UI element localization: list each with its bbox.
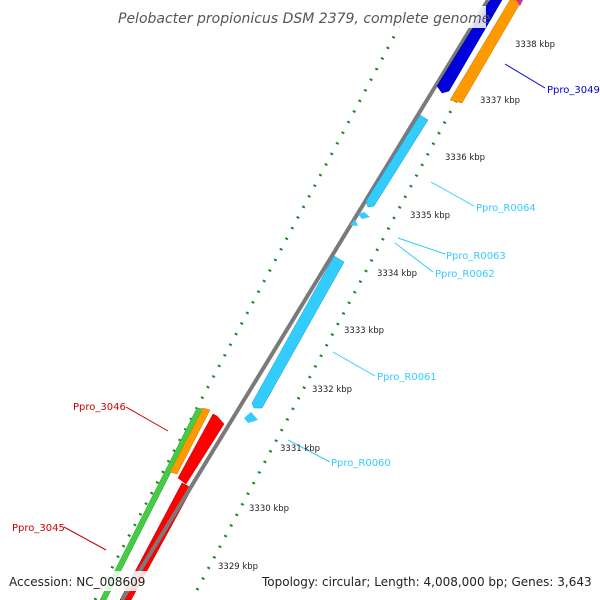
gene-label-ppro-r0064[interactable]: Ppro_R0064: [476, 203, 536, 214]
tick-label: 3336 kbp: [445, 153, 485, 163]
tick-label: 3330 kbp: [249, 504, 289, 514]
orange-feature-top: [449, 0, 523, 104]
ppro-3045-leader: [63, 526, 107, 551]
gene-ppro-3046-feature: [177, 413, 225, 485]
tick-label: 3335 kbp: [410, 211, 450, 221]
gene-ppro-r0062-feature: [350, 219, 358, 226]
accession-backing: [4, 571, 150, 591]
orange-feature-left: [169, 407, 211, 475]
accession-text: Accession: NC_008609: [9, 575, 145, 589]
ppro-r0062-leader: [394, 242, 434, 273]
gene-ppro-r0061-feature: [251, 255, 345, 409]
gene-label-ppro-3049[interactable]: Ppro_3049: [547, 85, 600, 96]
tick-label: 3337 kbp: [480, 96, 520, 106]
topology-backing: [258, 571, 598, 591]
gene-ppro-r0063-feature: [358, 212, 370, 219]
ppro-3046-leader: [125, 406, 169, 432]
outer-ruler: [195, 17, 502, 591]
gene-label-ppro-r0063[interactable]: Ppro_R0063: [446, 251, 506, 262]
title-backing: [112, 6, 486, 28]
gene-label-ppro-r0060[interactable]: Ppro_R0060: [331, 458, 391, 469]
gene-label-ppro-3046[interactable]: Ppro_3046: [73, 402, 126, 413]
ppro-r0064-leader: [430, 181, 475, 207]
tick-label: 3329 kbp: [218, 562, 258, 572]
gene-label-ppro-3045[interactable]: Ppro_3045: [12, 523, 65, 534]
tick-label: 3331 kbp: [280, 444, 320, 454]
genome-backbone: [120, 0, 490, 600]
topology-text: Topology: circular; Length: 4,008,000 bp…: [261, 575, 592, 589]
gene-label-ppro-r0061[interactable]: Ppro_R0061: [377, 372, 437, 383]
ppro-r0063-leader: [397, 237, 446, 255]
ppro-r0060-leader: [287, 439, 331, 463]
map-title: Pelobacter propionicus DSM 2379, complet…: [118, 11, 490, 27]
ppro-r0061-leader: [332, 351, 376, 377]
gene-ppro-r0060-feature: [244, 412, 258, 423]
tick-label: 3332 kbp: [312, 385, 352, 395]
tick-label: 3333 kbp: [344, 326, 384, 336]
ppro-3049-leader: [504, 63, 546, 89]
magenta-feature-top: [516, 0, 523, 6]
tick-label: 3334 kbp: [377, 269, 417, 279]
tick-label: 3338 kbp: [515, 40, 555, 50]
gene-ppro-r0064-feature: [365, 114, 429, 208]
gene-label-ppro-r0062[interactable]: Ppro_R0062: [435, 269, 495, 280]
